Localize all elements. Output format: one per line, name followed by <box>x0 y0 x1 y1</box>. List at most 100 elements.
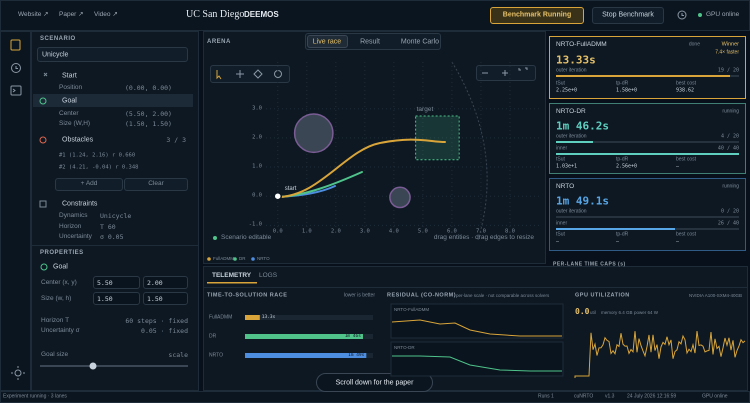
legend-label: DR <box>239 255 246 261</box>
residual-chart <box>390 303 564 377</box>
stat-value: 2.25e+0 <box>556 87 578 94</box>
count: 3 / 3 <box>166 135 186 144</box>
bar-label: DR <box>209 333 217 339</box>
field-label: Goal size <box>41 350 69 358</box>
lane-card <box>549 178 746 251</box>
status-item: cuNRTO <box>574 393 594 400</box>
tab[interactable]: Monte Carlo <box>400 38 440 46</box>
tab[interactable]: Result <box>360 38 380 46</box>
legend-swatch <box>251 257 255 261</box>
benchmark-button[interactable] <box>490 7 584 24</box>
input[interactable] <box>93 276 140 289</box>
row-value: 40 / 40 <box>717 145 739 152</box>
legend-swatch <box>233 257 237 261</box>
tab[interactable]: LOGS <box>259 271 278 279</box>
stat-value: — <box>556 238 560 245</box>
scroll-hint-label[interactable]: Scroll down for the paper <box>335 379 414 386</box>
obstacle-item[interactable]: #1 (1.24, 2.16) r 0.660 <box>59 152 136 159</box>
y-tick-label: -1.0 <box>248 221 262 228</box>
select-value: Unicycle <box>42 51 69 59</box>
goal-label: target <box>416 105 434 113</box>
lane-card <box>549 103 746 174</box>
y-tick-label: 2.0 <box>252 134 262 141</box>
divider <box>203 287 748 288</box>
bar-value: 13.3s <box>261 314 276 320</box>
stat-value: 1.58e+0 <box>616 87 638 94</box>
button-label[interactable]: + Add <box>80 179 98 187</box>
status-item: 24 July 2026 12:16:59 <box>627 393 677 400</box>
lane-time: 13.33s <box>556 53 596 67</box>
field-value: T 60 <box>100 222 116 231</box>
y-tick-label: 0.0 <box>252 192 262 199</box>
button-label[interactable]: Clear <box>148 179 164 187</box>
button-label[interactable]: Stop Benchmark <box>602 11 654 19</box>
bar-value: 1m 49s <box>348 352 365 358</box>
nav-link[interactable]: Paper ↗ <box>59 10 84 18</box>
field-label: Uncertainty <box>59 232 92 240</box>
stat-label: best cost <box>676 80 697 87</box>
scroll-hint[interactable] <box>316 373 433 392</box>
nav-link[interactable]: Video ↗ <box>94 10 118 18</box>
tree-item: Constraints <box>62 200 98 208</box>
arena-hint: drag entities · drag edges to resize <box>433 233 534 241</box>
legend-label: NRTO <box>257 255 270 261</box>
stat-label: tSut <box>556 231 565 238</box>
model-select[interactable] <box>37 47 188 62</box>
lane-state: running <box>722 108 739 115</box>
gpu-util: 0.0 <box>575 307 590 316</box>
tab-underline <box>207 282 257 284</box>
slider-thumb[interactable] <box>89 362 97 370</box>
arena-status: Scenario editable <box>221 233 272 241</box>
bar-value: 1m 46s <box>344 333 361 339</box>
icon-bar <box>0 31 31 391</box>
field-label: Position <box>59 83 83 91</box>
row-label: outer iteration <box>556 133 587 140</box>
input[interactable] <box>93 292 140 305</box>
row-label: outer iteration <box>556 67 587 74</box>
section-heading: GPU UTILIZATION <box>575 292 630 299</box>
lane-name: NRTO-FullADMM <box>556 40 607 48</box>
y-tick-label: 1.0 <box>252 163 262 170</box>
tab[interactable]: Live race <box>312 38 342 46</box>
nav-link[interactable]: Website ↗ <box>18 10 49 18</box>
row-value: 4 / 20 <box>720 133 739 140</box>
gpu-status: GPU online <box>706 10 740 18</box>
section-heading: ARENA <box>207 39 231 45</box>
stat-label: tp-dR <box>616 156 629 163</box>
bar-track <box>245 315 373 320</box>
stat-label: best cost <box>676 231 697 238</box>
gpu-util-label: util <box>590 309 596 315</box>
field-label: Center <box>59 109 79 117</box>
section-heading: PROPERTIES <box>40 250 84 256</box>
row-label: inner <box>556 220 568 227</box>
bar-label: FullADMM <box>209 314 233 320</box>
stop-button[interactable] <box>592 7 664 24</box>
tab[interactable]: TELEMETRY <box>212 271 252 279</box>
active-tab[interactable] <box>307 35 348 48</box>
status-text: Experiment running · 3 lanes <box>3 393 67 400</box>
input[interactable] <box>143 276 188 289</box>
tree-item: Goal <box>62 97 77 105</box>
row-label: inner <box>556 145 568 152</box>
clear-button[interactable] <box>124 178 188 191</box>
input[interactable] <box>143 292 188 305</box>
stat-label: tp-dR <box>616 231 629 238</box>
field-value: scale <box>168 350 188 359</box>
x-tick-label: 8.0 <box>505 228 515 235</box>
stat-value: — <box>616 238 620 245</box>
row-label: outer iteration <box>556 208 587 215</box>
status-item: GPU online <box>702 393 728 400</box>
trajectories <box>277 138 446 198</box>
obstacle-item[interactable]: #2 (4.21, -0.04) r 0.348 <box>59 164 139 171</box>
add-button[interactable] <box>55 178 123 191</box>
x-tick-label: 3.0 <box>359 228 370 235</box>
device: NVIDIA A100-SXM4-40GB <box>688 292 742 298</box>
stat-value: 938.62 <box>676 87 695 94</box>
lane-label: NRTO-DR <box>394 344 415 350</box>
status-dot <box>213 236 217 240</box>
tree-item: Start <box>62 72 77 80</box>
button-label[interactable]: Benchmark Running <box>502 11 572 19</box>
lane-name: NRTO <box>556 182 575 190</box>
